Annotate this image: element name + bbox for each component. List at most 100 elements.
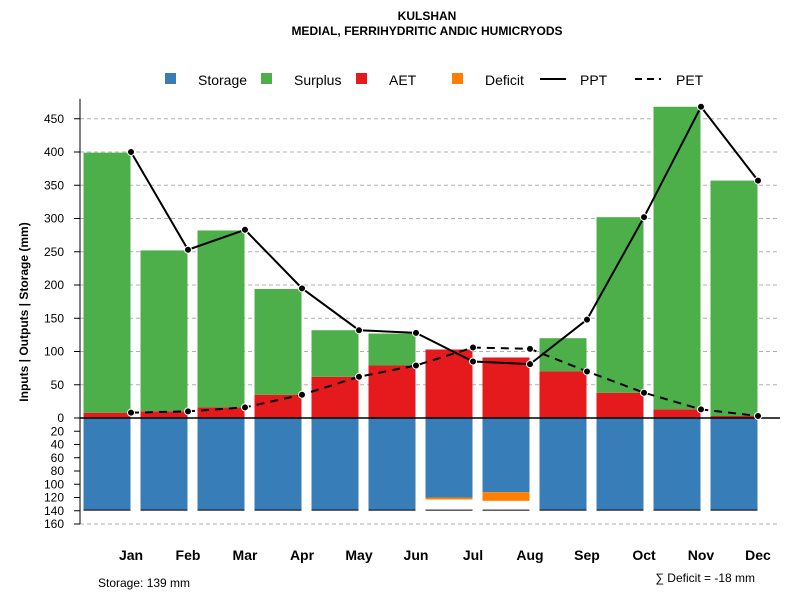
- ppt-point-apr: [298, 284, 306, 293]
- surplus-bar-may: [311, 330, 359, 377]
- y-tick-label-lower-20: 20: [51, 424, 65, 438]
- deficit-total-note: ∑ Deficit = -18 mm: [655, 571, 755, 585]
- pet-point-may: [355, 372, 363, 381]
- storage-bar-feb: [140, 418, 188, 511]
- y-tick-label-350: 350: [44, 178, 64, 192]
- y-tick-label-lower-100: 100: [44, 477, 64, 491]
- surplus-bar-jan: [83, 152, 131, 413]
- pet-line: [130, 346, 759, 417]
- chart-title: KULSHAN: [398, 9, 457, 23]
- ppt-point-mar: [241, 225, 249, 234]
- storage-bars: [83, 418, 758, 511]
- x-tick-label-oct: Oct: [632, 547, 656, 563]
- legend-aet-label: AET: [389, 72, 417, 88]
- x-tick-label-apr: Apr: [290, 547, 315, 563]
- aet-bar-jun: [368, 365, 416, 418]
- ppt-point-aug: [526, 360, 534, 369]
- pet-point-apr: [298, 390, 306, 399]
- x-tick-label-dec: Dec: [745, 547, 771, 563]
- y-axis-label: Inputs | Outputs | Storage (mm): [17, 222, 31, 401]
- ppt-point-oct: [640, 213, 648, 222]
- x-tick-labels: Jan Feb Mar Apr May Jun Jul Aug Sep Oct Nov Dec: [119, 547, 771, 563]
- pet-point-jan: [127, 408, 135, 417]
- legend-aet-swatch: [356, 73, 367, 84]
- aet-bar-sep: [539, 371, 587, 418]
- surplus-bar-nov: [653, 106, 701, 410]
- surplus-bars: [83, 106, 758, 417]
- y-tick-label-250: 250: [44, 245, 64, 259]
- y-tick-label-450: 450: [44, 112, 64, 126]
- y-tick-label-lower-40: 40: [51, 438, 65, 452]
- series-lines: [130, 104, 759, 417]
- storage-bar-jul: [425, 418, 473, 498]
- y-tick-label-lower-80: 80: [51, 464, 65, 478]
- legend-storage-swatch: [165, 73, 176, 84]
- pet-point-jul: [469, 343, 477, 352]
- y-tick-label-150: 150: [44, 311, 64, 325]
- ppt-point-jan: [127, 148, 135, 156]
- pet-point-feb: [184, 407, 192, 416]
- y-tick-label-lower-120: 120: [44, 491, 64, 505]
- aet-bar-may: [311, 376, 359, 418]
- chart-legend: Storage Surplus AET Deficit PPT PET: [165, 72, 704, 88]
- aet-bar-nov: [653, 409, 701, 418]
- y-tick-label-300: 300: [44, 212, 64, 226]
- pet-point-aug: [526, 344, 534, 353]
- ppt-point-jun: [412, 328, 420, 337]
- storage-bar-nov: [653, 418, 701, 511]
- x-tick-label-feb: Feb: [176, 547, 201, 563]
- aet-bar-feb: [140, 411, 188, 418]
- x-tick-label-nov: Nov: [688, 547, 715, 563]
- x-tick-label-mar: Mar: [233, 547, 258, 563]
- deficit-bar-jul: [425, 497, 473, 500]
- ppt-point-sep: [583, 315, 591, 324]
- surplus-bar-jun: [368, 333, 416, 366]
- surplus-bar-oct: [596, 217, 644, 393]
- legend-pet-label: PET: [676, 72, 704, 88]
- ppt-line: [130, 104, 759, 366]
- storage-bar-mar: [197, 418, 245, 511]
- y-axis: [74, 98, 780, 525]
- x-tick-label-may: May: [345, 547, 372, 563]
- aet-bar-apr: [254, 394, 302, 418]
- surplus-bar-mar: [197, 230, 245, 408]
- x-tick-label-aug: Aug: [516, 547, 543, 563]
- storage-bar-dec: [710, 418, 758, 511]
- ppt-point-jul: [469, 357, 477, 366]
- x-tick-label-jul: Jul: [463, 547, 483, 563]
- aet-bar-jul: [425, 349, 473, 418]
- chart-subtitle: MEDIAL, FERRIHYDRITIC ANDIC HUMICRYODS: [291, 24, 562, 38]
- y-tick-label-400: 400: [44, 145, 64, 159]
- surplus-bar-dec: [710, 180, 758, 417]
- legend-deficit-label: Deficit: [485, 72, 524, 88]
- ppt-point-feb: [184, 245, 192, 254]
- y-tick-label-50: 50: [51, 378, 65, 392]
- storage-capacity-note: Storage: 139 mm: [98, 576, 190, 590]
- x-tick-label-sep: Sep: [574, 547, 600, 563]
- y-tick-label-0: 0: [57, 411, 64, 425]
- aet-bars: [83, 349, 758, 418]
- ppt-point-nov: [697, 102, 705, 111]
- pet-point-sep: [583, 367, 591, 376]
- surplus-bar-apr: [254, 288, 302, 395]
- legend-surplus-swatch: [261, 73, 272, 84]
- y-tick-label-lower-140: 140: [44, 504, 64, 518]
- storage-bar-may: [311, 418, 359, 511]
- storage-bar-sep: [539, 418, 587, 511]
- storage-bar-apr: [254, 418, 302, 511]
- legend-storage-label: Storage: [198, 72, 247, 88]
- pet-point-oct: [640, 388, 648, 397]
- pet-point-jun: [412, 361, 420, 370]
- deficit-bar-aug: [482, 492, 530, 501]
- aet-bar-jan: [83, 412, 131, 418]
- aet-bar-mar: [197, 407, 245, 418]
- y-tick-label-100: 100: [44, 345, 64, 359]
- y-tick-label-lower-160: 160: [44, 517, 64, 531]
- x-tick-label-jun: Jun: [404, 547, 429, 563]
- deficit-bars: [425, 492, 530, 501]
- y-tick-labels-upper: 0 50 100 150 200 250 300 350 400 450: [44, 112, 64, 425]
- storage-bar-aug: [482, 418, 530, 493]
- aet-bar-dec: [710, 416, 758, 418]
- y-tick-label-lower-60: 60: [51, 451, 65, 465]
